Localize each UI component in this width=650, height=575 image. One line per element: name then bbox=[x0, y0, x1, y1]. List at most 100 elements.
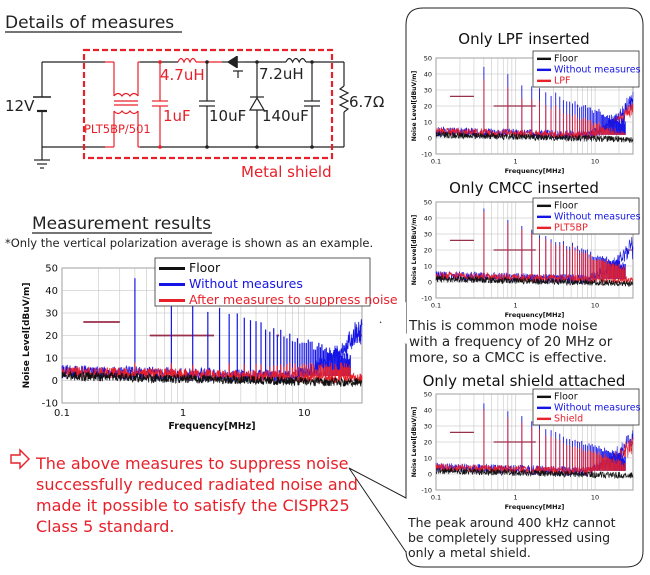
circuit-diagram bbox=[33, 55, 350, 169]
y-tick-label: 10 bbox=[424, 454, 432, 462]
conclusion-line: The above measures to suppress noise bbox=[35, 454, 349, 473]
cmcc-note-line: more, so a CMCC is effective. bbox=[409, 350, 607, 366]
y-tick-label: 50 bbox=[424, 198, 432, 206]
y-tick-label: -10 bbox=[42, 399, 58, 410]
y-tick-label: 40 bbox=[424, 70, 432, 78]
y-tick-label: 40 bbox=[424, 214, 432, 222]
chart-cmcc: Only CMCC inserted 50 40 30 20 10 0 -100.1 1 10 Fr… bbox=[411, 179, 641, 319]
diode-symbol bbox=[248, 62, 266, 147]
cap2-label: 10uF bbox=[209, 107, 246, 125]
y-tick-label: 50 bbox=[45, 264, 58, 275]
shield-note: The peak around 400 kHz cannot be comple… bbox=[407, 515, 616, 560]
x-tick-label: 10 bbox=[591, 302, 599, 310]
cmcc-note-line: This is common mode noise bbox=[408, 318, 598, 334]
x-axis-label: Frequency[MHz] bbox=[505, 311, 565, 319]
y-axis-label: Noise Level[dBuV/m] bbox=[411, 70, 418, 141]
y-tick-label: 40 bbox=[45, 286, 58, 297]
series-floor bbox=[435, 131, 634, 144]
y-axis-label: Noise Level[dBuV/m] bbox=[22, 283, 32, 389]
chart-title: Only metal shield attached bbox=[423, 372, 626, 390]
cmcc-note-line: with a frequency of 20 MHz or bbox=[409, 334, 613, 350]
x-tick-label: 0.1 bbox=[431, 494, 441, 502]
y-tick-label: 50 bbox=[424, 54, 432, 62]
legend-entry: Floor bbox=[189, 260, 221, 275]
load-resistor bbox=[338, 62, 350, 147]
y-tick-label: 0 bbox=[428, 470, 432, 478]
polarization-note: *Only the vertical polarization average … bbox=[5, 236, 373, 250]
y-tick-label: 20 bbox=[424, 102, 432, 110]
results-heading: Measurement results bbox=[32, 214, 211, 234]
chart-main: 50 40 30 20 10 0 -100.1 1 10 Frequency[MHz] Noise … bbox=[22, 257, 398, 432]
details-heading: Details of measures bbox=[5, 13, 174, 33]
inductor1-label: 4.7uH bbox=[160, 66, 205, 84]
y-tick-label: 50 bbox=[424, 390, 432, 398]
cmcc-label: PLT5BP/501 bbox=[84, 122, 151, 136]
legend-entry: Shield bbox=[554, 414, 583, 425]
y-axis-label: Noise Level[dBuV/m] bbox=[411, 406, 418, 477]
y-tick-label: 30 bbox=[424, 422, 432, 430]
shield-note-line: only a metal shield. bbox=[408, 545, 531, 560]
legend-entry: LPF bbox=[554, 76, 571, 87]
conclusion-arrow-icon bbox=[10, 448, 30, 470]
y-tick-label: 10 bbox=[45, 354, 58, 365]
cmcc-note: This is common mode noise with a frequen… bbox=[408, 318, 613, 366]
y-tick-label: 0 bbox=[52, 376, 58, 387]
y-tick-label: 10 bbox=[424, 262, 432, 270]
y-tick-label: 30 bbox=[424, 230, 432, 238]
cap1-label: 1uF bbox=[163, 107, 191, 125]
x-tick-label: 0.1 bbox=[431, 158, 441, 166]
x-tick-label: 0.1 bbox=[54, 408, 70, 419]
x-tick-label: 10 bbox=[298, 408, 311, 419]
chart-title: Only LPF inserted bbox=[458, 30, 589, 48]
cap-140uf bbox=[304, 62, 320, 147]
x-tick-label: 1 bbox=[513, 302, 517, 310]
voltage-label: 12V bbox=[5, 97, 35, 115]
y-tick-label: -10 bbox=[421, 486, 432, 494]
series-floor bbox=[435, 275, 634, 287]
shield-label: Metal shield bbox=[241, 163, 332, 181]
legend-box bbox=[154, 257, 371, 307]
chart-lpf: Only LPF inserted 50 40 30 20 10 0 -100.1 1 10 Fre… bbox=[411, 30, 641, 175]
cap-1uf bbox=[152, 62, 168, 147]
legend-entry: PLT5BP bbox=[554, 223, 588, 234]
y-tick-label: 0 bbox=[428, 278, 432, 286]
chart-title: Only CMCC inserted bbox=[449, 179, 599, 197]
y-tick-label: 40 bbox=[424, 406, 432, 414]
legend-entry: After measures to suppress noise bbox=[189, 292, 398, 307]
legend-entry: Without measures bbox=[554, 403, 641, 414]
switch-symbol bbox=[226, 55, 245, 78]
x-tick-label: 10 bbox=[591, 158, 599, 166]
conclusion-text: The above measures to suppress noise suc… bbox=[35, 454, 358, 536]
conclusion-line: successfully reduced radiated noise and bbox=[36, 475, 358, 494]
conclusion-line: made it possible to satisfy the CISPR25 bbox=[36, 496, 350, 515]
legend-entry: Without measures bbox=[189, 276, 303, 291]
cap3-label: 140uF bbox=[262, 107, 309, 125]
y-tick-label: -10 bbox=[421, 150, 432, 158]
shield-note-line: be completely suppressed using bbox=[408, 530, 610, 545]
cmcc-symbol bbox=[105, 61, 140, 148]
y-tick-label: 20 bbox=[45, 331, 58, 342]
y-tick-label: 30 bbox=[45, 309, 58, 320]
y-axis-label: Noise Level[dBuV/m] bbox=[411, 214, 418, 285]
legend-entry: Without measures bbox=[554, 65, 641, 76]
x-tick-label: 10 bbox=[591, 494, 599, 502]
x-tick-label: 0.1 bbox=[431, 302, 441, 310]
x-axis-label: Frequency[MHz] bbox=[505, 503, 565, 511]
y-tick-label: 20 bbox=[424, 246, 432, 254]
y-tick-label: 10 bbox=[424, 118, 432, 126]
legend-entry: Floor bbox=[554, 201, 578, 212]
y-tick-label: 30 bbox=[424, 86, 432, 94]
y-tick-label: 0 bbox=[428, 134, 432, 142]
metal-shield-box bbox=[82, 48, 334, 160]
series-floor bbox=[435, 467, 634, 480]
shield-note-line: The peak around 400 kHz cannot bbox=[407, 515, 616, 530]
inductor-2 bbox=[285, 57, 307, 64]
load-label: 6.7Ω bbox=[349, 93, 384, 111]
x-tick-label: 1 bbox=[513, 494, 517, 502]
inductor2-label: 7.2uH bbox=[259, 65, 304, 83]
cap-10uf bbox=[199, 62, 215, 147]
conclusion-line: Class 5 standard. bbox=[36, 517, 175, 536]
x-tick-label: 1 bbox=[180, 408, 186, 419]
